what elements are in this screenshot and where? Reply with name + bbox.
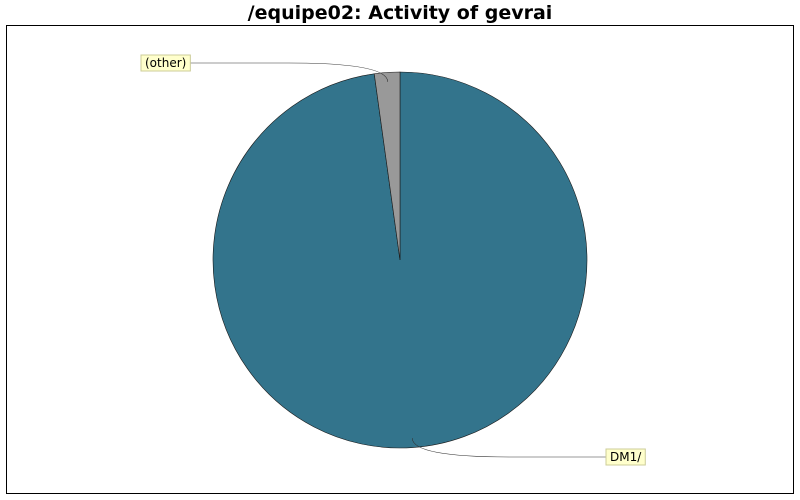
chart-title: /equipe02: Activity of gevrai	[247, 2, 553, 24]
slice-label-2: (other)	[145, 56, 186, 70]
slice-label-1: DM1/	[610, 450, 642, 464]
leader-line-1	[411, 438, 606, 458]
pie-slice-2	[373, 71, 401, 261]
slice-labels-layer: DM1/ (other)	[140, 54, 646, 466]
plot-frame	[6, 25, 794, 494]
slice-label-box-1	[605, 448, 646, 466]
slice-label-box-2	[140, 54, 191, 72]
leader-lines-layer	[190, 62, 606, 458]
slices-layer	[212, 71, 588, 449]
leader-line-2	[190, 62, 389, 82]
